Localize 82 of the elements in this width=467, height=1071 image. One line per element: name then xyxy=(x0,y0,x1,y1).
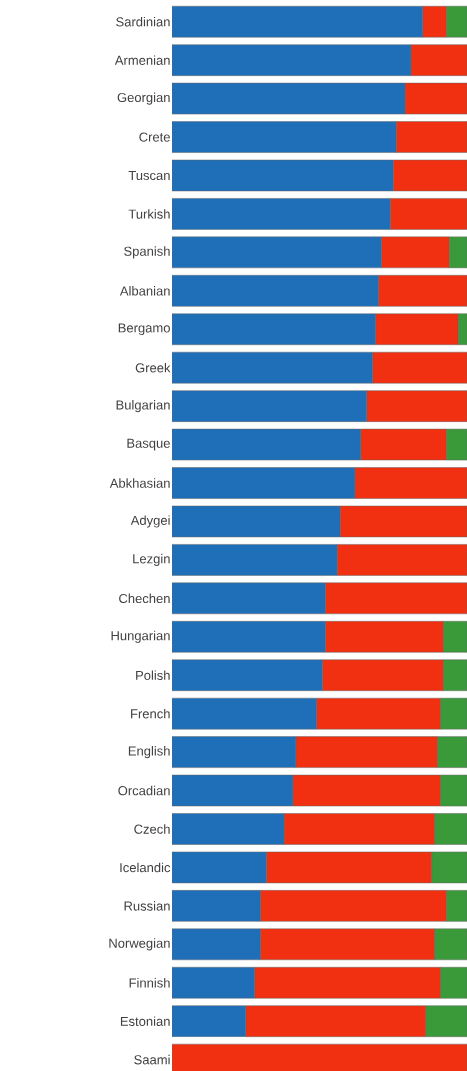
bar xyxy=(172,621,326,653)
bar xyxy=(354,467,467,499)
bar xyxy=(336,544,467,576)
y-tick-label: Russian xyxy=(124,901,170,911)
bar xyxy=(295,736,438,768)
bar xyxy=(325,582,467,615)
bar xyxy=(360,428,447,461)
y-tick-label: Orcadian xyxy=(118,785,170,796)
y-tick-label: Lezgin xyxy=(133,553,170,566)
bar xyxy=(395,121,467,153)
y-tick-label: French xyxy=(131,708,170,719)
bar xyxy=(378,275,467,307)
bar xyxy=(172,851,267,884)
bar xyxy=(172,275,379,307)
bar xyxy=(172,390,367,422)
bar xyxy=(172,505,341,538)
y-tick-label: Albanian xyxy=(119,286,170,296)
y-tick-label: Crete xyxy=(139,132,170,142)
bar xyxy=(325,621,444,653)
y-tick-label: English xyxy=(128,746,170,759)
bar xyxy=(172,659,323,691)
bar xyxy=(172,928,261,961)
bar xyxy=(266,851,432,884)
bar xyxy=(172,967,255,999)
bar xyxy=(172,813,285,845)
y-tick-label: Bulgarian xyxy=(116,400,170,413)
bar xyxy=(375,313,459,345)
y-tick-label: Finnish xyxy=(129,977,170,988)
bar xyxy=(172,5,423,38)
y-tick-label: Icelandic xyxy=(120,862,171,873)
bar xyxy=(322,659,444,691)
bar xyxy=(292,774,441,807)
y-tick-label: Bergamo xyxy=(118,323,170,336)
y-tick-label: Adygei xyxy=(130,515,170,528)
y-tick-label: Hungarian xyxy=(111,630,170,643)
bar xyxy=(260,928,435,961)
bar xyxy=(283,813,435,845)
bar xyxy=(381,236,450,269)
bar xyxy=(172,351,373,384)
y-tick-label: Saami xyxy=(134,1054,170,1065)
bar xyxy=(404,82,467,115)
y-tick-label: Spanish xyxy=(124,246,170,259)
bar xyxy=(260,890,447,922)
bar xyxy=(393,159,467,192)
bar xyxy=(172,697,317,730)
y-tick-label: Turkish xyxy=(128,209,170,219)
bar xyxy=(390,198,467,230)
y-tick-label: Armenian xyxy=(114,55,170,65)
bar xyxy=(172,82,406,115)
bar xyxy=(172,236,382,269)
bar xyxy=(172,774,294,807)
bar xyxy=(372,351,467,384)
bar xyxy=(172,544,338,576)
y-tick-label: Czech xyxy=(134,824,170,834)
bar xyxy=(316,697,441,730)
bar xyxy=(172,313,376,345)
bar xyxy=(172,582,326,615)
bar xyxy=(172,159,394,192)
y-tick-label: Tuscan xyxy=(128,170,170,181)
y-tick-label: Norwegian xyxy=(109,938,170,951)
bar xyxy=(172,736,297,768)
y-tick-label: Abkhasian xyxy=(109,478,170,488)
y-tick-label: Estonian xyxy=(120,1016,170,1026)
bar xyxy=(366,390,467,422)
y-tick-label: Chechen xyxy=(119,593,170,604)
bar xyxy=(172,1005,246,1037)
bar xyxy=(254,967,441,999)
bar xyxy=(410,44,467,76)
bar xyxy=(172,44,412,76)
bar xyxy=(172,121,397,153)
y-tick-label: Sardinian xyxy=(116,16,170,27)
y-tick-label: Polish xyxy=(136,670,170,680)
bar xyxy=(172,428,362,461)
bar xyxy=(172,467,356,499)
y-tick-label: Basque xyxy=(127,438,170,451)
bar xyxy=(245,1005,426,1037)
y-tick-label: Greek xyxy=(135,362,171,373)
bar xyxy=(172,890,261,922)
bar xyxy=(172,198,391,230)
bar xyxy=(422,5,447,38)
y-tick-label: Georgian xyxy=(117,92,170,105)
bar xyxy=(339,505,467,538)
